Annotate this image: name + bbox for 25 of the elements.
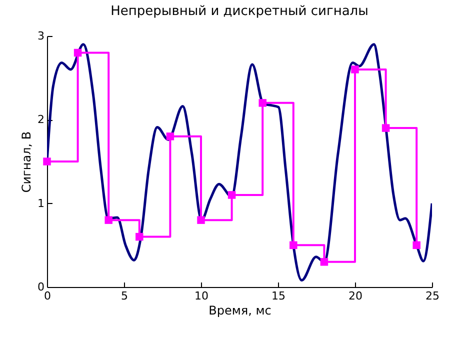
y-tick-label: 2 [38,113,44,126]
point [104,216,112,224]
x-tick-label: 5 [121,290,128,302]
chart-title: Непрерывный и дискретный сигналы [110,4,368,19]
x-tick-label: 15 [272,290,286,302]
point [166,132,174,140]
point [136,232,144,241]
y-tick-label: 3 [38,30,44,42]
point [43,158,51,166]
point [258,99,266,107]
point [351,66,359,74]
point [382,124,390,132]
point [320,258,328,266]
point [228,191,236,199]
x-tick-label: 25 [426,290,440,302]
y-tick-label: 1 [38,196,44,210]
point [412,241,420,250]
point [197,216,205,224]
x-tick-label: 10 [194,290,208,302]
point [290,241,298,250]
x-tick-label: 20 [348,290,362,302]
x-axis-title: Время, мс [208,304,272,318]
y-axis-title: Сигнал, В [20,131,34,193]
point [74,48,82,57]
y-tick-label: 0 [38,280,44,294]
